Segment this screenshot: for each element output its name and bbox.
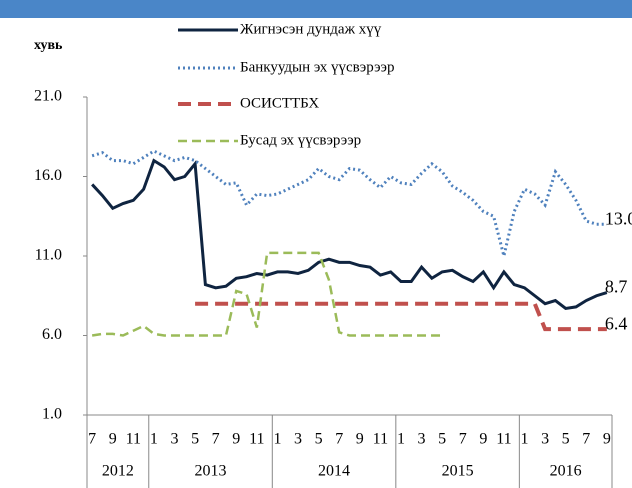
x-tick-label: 5: [315, 431, 323, 448]
y-tick-label: 11.0: [35, 247, 62, 264]
legend-label: Жигнэсэн дундаж хүү: [240, 21, 382, 37]
year-label: 2012: [102, 463, 134, 480]
y-axis-label: хувь: [34, 38, 63, 53]
x-tick-label: 7: [582, 431, 590, 448]
data-label: 6.4: [605, 313, 628, 333]
x-tick-label: 11: [373, 431, 388, 448]
legend-label: ОСИСТТБХ: [240, 95, 319, 111]
x-tick-label: 5: [191, 431, 199, 448]
x-tick-label: 11: [249, 431, 264, 448]
data-label: 8.7: [605, 277, 628, 297]
x-tick-label: 9: [109, 431, 117, 448]
x-tick-label: 11: [126, 431, 141, 448]
header-bar: [0, 0, 632, 18]
x-tick-label: 11: [496, 431, 511, 448]
x-tick-label: 3: [541, 431, 549, 448]
y-tick-label: 16.0: [34, 167, 62, 184]
x-tick-label: 9: [479, 431, 487, 448]
x-tick-label: 9: [232, 431, 240, 448]
x-tick-label: 9: [356, 431, 364, 448]
x-tick-label: 1: [521, 431, 529, 448]
x-tick-label: 3: [171, 431, 179, 448]
y-tick-label: 21.0: [34, 88, 62, 105]
year-label: 2016: [550, 463, 582, 480]
legend-label: Бусад эх үүсвэрээр: [240, 132, 361, 148]
x-tick-label: 7: [459, 431, 467, 448]
x-tick-label: 9: [603, 431, 611, 448]
y-tick-label: 6.0: [42, 326, 62, 343]
year-label: 2015: [442, 463, 474, 480]
x-tick-label: 3: [294, 431, 302, 448]
x-tick-label: 7: [212, 431, 220, 448]
series-line: [195, 301, 607, 332]
legend-label: Банкуудын эх үүсвэрээр: [240, 59, 394, 75]
x-tick-label: 1: [150, 431, 158, 448]
series-line: [91, 149, 607, 257]
x-tick-label: 3: [418, 431, 426, 448]
data-label: 13.0: [605, 208, 632, 228]
year-label: 2013: [195, 463, 227, 480]
x-tick-label: 1: [397, 431, 405, 448]
x-tick-label: 7: [335, 431, 343, 448]
x-tick-label: 1: [273, 431, 281, 448]
year-label: 2014: [318, 463, 350, 480]
x-tick-label: 5: [438, 431, 446, 448]
series-line: [91, 158, 608, 311]
series-line: [91, 251, 443, 337]
y-tick-label: 1.0: [42, 406, 62, 423]
x-tick-label: 5: [562, 431, 570, 448]
x-tick-label: 7: [88, 431, 96, 448]
